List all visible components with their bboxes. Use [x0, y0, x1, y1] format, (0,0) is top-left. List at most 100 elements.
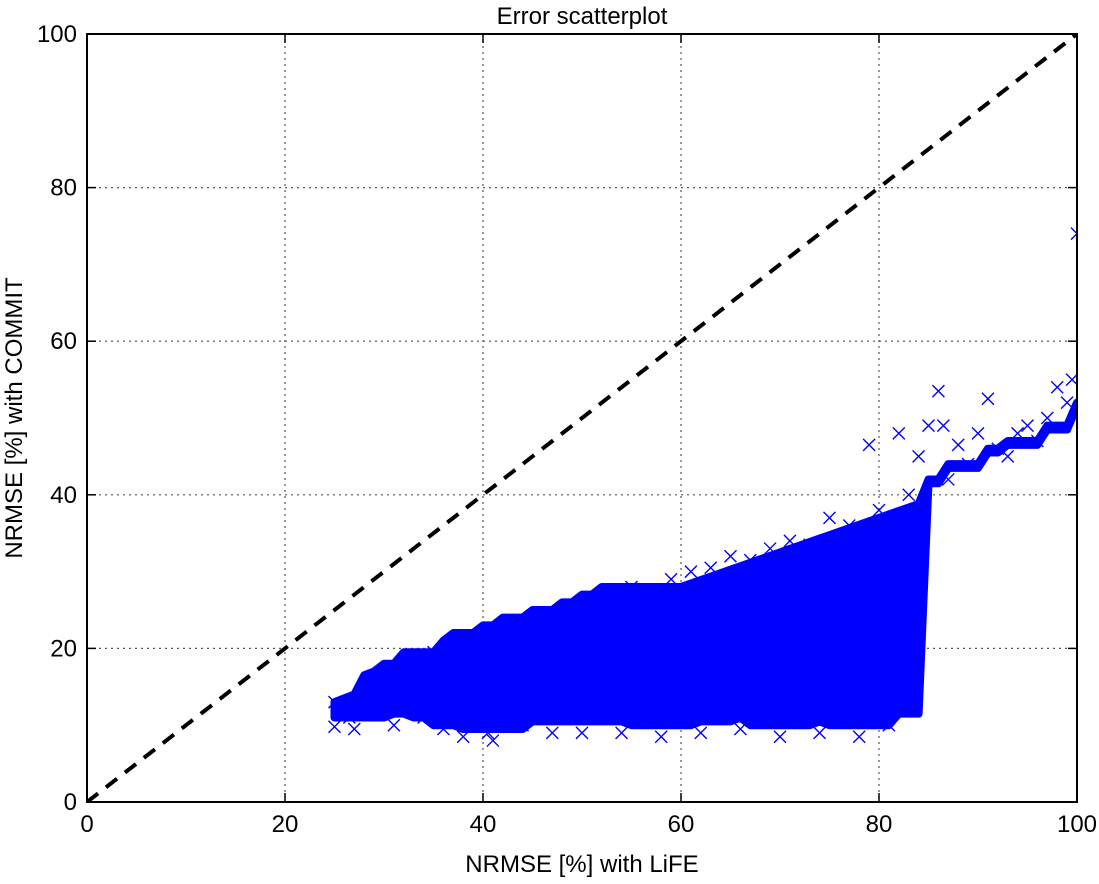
scatter-point-16: [456, 730, 470, 744]
scatter-point-35: [625, 580, 638, 594]
scatter-point-12: [417, 711, 431, 725]
scatter-point-49: [763, 542, 777, 556]
scatter-point-47: [743, 553, 757, 567]
scatter-point-9: [392, 664, 406, 678]
scatter-point-73: [991, 442, 1005, 456]
scatter-point-56: [832, 603, 846, 617]
x-tick-label-20: 20: [272, 811, 299, 838]
scatter-point-63: [902, 488, 916, 502]
scatter-point-37: [644, 584, 658, 598]
scatter-point-72: [981, 392, 995, 406]
scatter-point-51: [783, 534, 797, 548]
y-tick-label-100: 100: [37, 21, 77, 48]
scatter-point-71: [971, 426, 985, 440]
x-axis-label: NRMSE [%] with LiFE: [465, 851, 698, 878]
scatter-point-23: [506, 618, 520, 632]
scatter-point-0: [328, 695, 341, 709]
scatter-point-67: [936, 419, 950, 433]
scatter-point-38: [654, 730, 668, 744]
y-tick-label-20: 20: [50, 635, 77, 662]
scatter-point-46: [733, 722, 747, 736]
scatter-point-31: [585, 595, 599, 609]
scatter-point-62: [892, 426, 906, 440]
scatter-point-26: [535, 687, 549, 701]
scatter-point-69: [951, 438, 965, 452]
identity-reference-line: [87, 34, 1077, 802]
scatter-point-50: [773, 730, 787, 744]
scatter-point-33: [605, 588, 619, 602]
scatter-point-3: [347, 722, 361, 736]
x-tick-label-40: 40: [470, 811, 497, 838]
scatter-point-36: [634, 680, 648, 694]
scatter-point-42: [694, 726, 708, 740]
y-axis-label: NRMSE [%] with COMMIT: [1, 277, 28, 559]
scatter-point-13: [427, 645, 440, 659]
scatter-point-27: [545, 726, 559, 740]
scatter-point-66: [931, 384, 945, 398]
scatter-point-55: [823, 511, 836, 525]
scatter-point-6: [377, 691, 391, 705]
x-tick-label-80: 80: [866, 811, 893, 838]
scatter-point-32: [595, 703, 609, 717]
scatter-point-80: [1060, 396, 1074, 410]
y-tick-label-80: 80: [50, 175, 77, 202]
scatter-point-70: [961, 457, 975, 471]
scatter-point-61: [882, 718, 896, 732]
scatter-point-40: [674, 641, 688, 655]
scatter-point-18: [466, 703, 480, 717]
scatter-point-4: [357, 699, 371, 713]
scatter-point-74: [1001, 449, 1015, 463]
grid-lines: [87, 34, 1077, 802]
scatter-point-76: [1021, 419, 1034, 433]
scatter-point-10: [397, 703, 411, 717]
x-tick-label-100: 100: [1057, 811, 1097, 838]
scatter-point-39: [664, 572, 678, 586]
scatter-point-1: [328, 720, 341, 734]
scatter-point-78: [1040, 411, 1054, 425]
scatter-point-21: [486, 734, 500, 748]
y-tick-label-60: 60: [50, 328, 77, 355]
axis-ticks: 0 20 40 60 80 100 0 20 40 60 80 100: [37, 21, 1097, 838]
scatter-point-60: [872, 503, 886, 517]
x-tick-label-60: 60: [668, 811, 695, 838]
scatter-point-7: [382, 668, 396, 682]
scatter-point-41: [684, 565, 698, 579]
scatter-point-25: [526, 611, 539, 625]
scatter-point-59: [862, 438, 876, 452]
scatter-point-5: [367, 687, 381, 701]
scatter-point-2: [342, 711, 356, 725]
scatter-point-52: [793, 657, 807, 671]
scatter-point-43: [704, 561, 718, 575]
plot-frame: [86, 33, 1078, 803]
scatter-point-82: [1070, 227, 1077, 241]
scatter-point-68: [941, 472, 955, 486]
scatter-point-8: [387, 718, 401, 732]
scatter-point-17: [461, 634, 475, 648]
scatter-point-53: [803, 538, 817, 552]
scatter-point-58: [852, 730, 866, 744]
scatter-point-64: [912, 449, 926, 463]
scatter-point-cloud-fill: [330, 398, 1077, 734]
scatter-point-65: [922, 419, 935, 433]
scatter-point-45: [724, 549, 737, 563]
scatter-point-24: [516, 718, 530, 732]
scatter-point-20: [481, 726, 495, 740]
scatter-point-19: [476, 626, 490, 640]
scatter-point-cloud: [330, 398, 1077, 734]
scatter-point-75: [1011, 426, 1025, 440]
scatter-point-15: [446, 684, 460, 698]
scatter-point-79: [1050, 380, 1064, 394]
scatter-point-22: [496, 657, 510, 671]
scatter-point-77: [1030, 434, 1044, 448]
scatter-point-57: [842, 519, 856, 533]
scatter-point-14: [436, 722, 450, 736]
scatter-point-29: [565, 664, 579, 678]
scatter-markers: [328, 227, 1077, 748]
scatter-point-54: [813, 726, 827, 740]
scatter-point-30: [575, 726, 589, 740]
scatter-point-48: [753, 626, 767, 640]
x-tick-label-0: 0: [80, 811, 93, 838]
scatter-point-28: [555, 603, 569, 617]
